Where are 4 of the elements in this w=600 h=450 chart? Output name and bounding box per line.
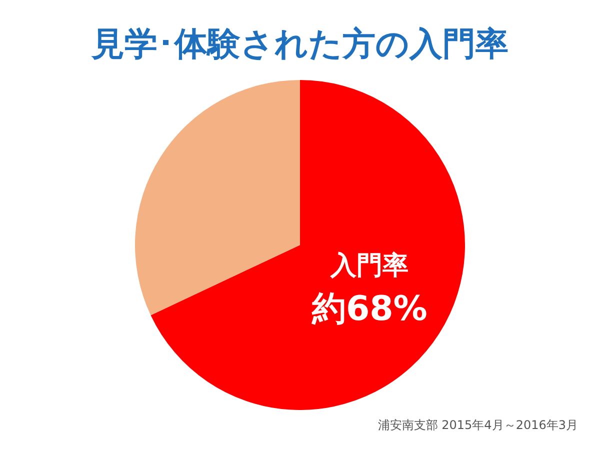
- chart-title: 見学･体験された方の入門率: [90, 23, 510, 65]
- slice-label: 入門率: [330, 250, 409, 281]
- text: 浦安南支部 2015年4月～2016年3月: [378, 417, 578, 434]
- data-label: 約68%: [310, 289, 428, 330]
